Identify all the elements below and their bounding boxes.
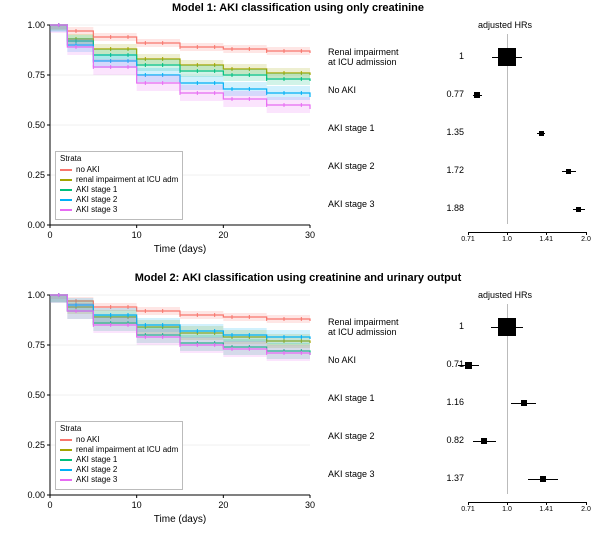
forest-hr-value: 1: [436, 51, 464, 61]
legend-label: AKI stage 3: [76, 205, 117, 214]
forest-x-tick: 2.0: [581, 236, 591, 243]
legend-item: AKI stage 3: [60, 205, 178, 214]
km-legend: Stratano AKIrenal impairment at ICU admA…: [55, 151, 183, 220]
forest-x-axis: [468, 502, 586, 503]
forest-square: [576, 207, 581, 212]
legend-label: renal impairment at ICU adm: [76, 445, 178, 454]
legend-swatch: [60, 169, 72, 171]
forest-x-tick: 2.0: [581, 506, 591, 513]
svg-text:20: 20: [218, 500, 228, 510]
svg-text:20: 20: [218, 230, 228, 240]
forest-row-label: Renal impairmentat ICU admission: [328, 317, 433, 337]
forest-row-label: AKI stage 3: [328, 199, 433, 209]
panel-1: Model 1: AKI classification using only c…: [0, 0, 596, 270]
legend-label: AKI stage 2: [76, 465, 117, 474]
forest-title: adjusted HRs: [478, 290, 532, 300]
forest-x-tick: 1.41: [539, 506, 553, 513]
svg-text:0.25: 0.25: [27, 440, 45, 450]
svg-text:30: 30: [305, 500, 315, 510]
forest-row-label: AKI stage 2: [328, 161, 433, 171]
forest-x-tick: 1.41: [539, 236, 553, 243]
legend-label: AKI stage 2: [76, 195, 117, 204]
forest-hr-value: 1.35: [436, 127, 464, 137]
forest-square: [566, 169, 571, 174]
legend-item: AKI stage 1: [60, 455, 178, 464]
svg-text:Time (days): Time (days): [154, 514, 206, 525]
legend-item: renal impairment at ICU adm: [60, 175, 178, 184]
legend-swatch: [60, 199, 72, 201]
forest-square: [521, 400, 527, 406]
forest-square: [481, 438, 487, 444]
forest-title: adjusted HRs: [478, 20, 532, 30]
legend-label: no AKI: [76, 165, 100, 174]
svg-text:0.75: 0.75: [27, 70, 45, 80]
svg-text:0: 0: [47, 230, 52, 240]
svg-text:0.25: 0.25: [27, 170, 45, 180]
forest-row-label: Renal impairmentat ICU admission: [328, 47, 433, 67]
forest-row-label: AKI stage 3: [328, 469, 433, 479]
svg-text:1.00: 1.00: [27, 290, 45, 300]
legend-item: no AKI: [60, 435, 178, 444]
legend-item: AKI stage 2: [60, 195, 178, 204]
svg-text:0.75: 0.75: [27, 340, 45, 350]
legend-label: AKI stage 3: [76, 475, 117, 484]
legend-label: no AKI: [76, 435, 100, 444]
legend-swatch: [60, 189, 72, 191]
svg-text:0.00: 0.00: [27, 490, 45, 500]
forest-square: [539, 131, 544, 136]
legend-swatch: [60, 209, 72, 211]
forest-row-label: No AKI: [328, 85, 433, 95]
forest-hr-value: 0.82: [436, 435, 464, 445]
legend-label: renal impairment at ICU adm: [76, 175, 178, 184]
forest-x-tick: 0.71: [461, 506, 475, 513]
forest-hr-value: 1.16: [436, 397, 464, 407]
forest-row-label: AKI stage 1: [328, 123, 433, 133]
legend-item: no AKI: [60, 165, 178, 174]
forest-square: [465, 362, 472, 369]
forest-square: [474, 92, 480, 98]
forest-x-axis: [468, 232, 586, 233]
svg-text:0.50: 0.50: [27, 120, 45, 130]
legend-label: AKI stage 1: [76, 185, 117, 194]
legend-swatch: [60, 479, 72, 481]
forest-hr-value: 1.72: [436, 165, 464, 175]
forest-row-label: AKI stage 2: [328, 431, 433, 441]
forest-hr-value: 0.77: [436, 89, 464, 99]
legend-label: AKI stage 1: [76, 455, 117, 464]
svg-text:0.00: 0.00: [27, 220, 45, 230]
legend-item: AKI stage 3: [60, 475, 178, 484]
legend-swatch: [60, 469, 72, 471]
forest-row-label: No AKI: [328, 355, 433, 365]
legend-item: AKI stage 2: [60, 465, 178, 474]
forest-hr-value: 1: [436, 321, 464, 331]
legend-title: Strata: [60, 154, 178, 163]
legend-title: Strata: [60, 424, 178, 433]
legend-swatch: [60, 439, 72, 441]
forest-square: [540, 476, 546, 482]
legend-swatch: [60, 449, 72, 451]
legend-swatch: [60, 179, 72, 181]
forest-x-tick: 0.71: [461, 236, 475, 243]
panel-2: Model 2: AKI classification using creati…: [0, 270, 596, 558]
legend-item: renal impairment at ICU adm: [60, 445, 178, 454]
forest-row-label: AKI stage 1: [328, 393, 433, 403]
svg-text:0.50: 0.50: [27, 390, 45, 400]
forest-x-tick: 1.0: [502, 506, 512, 513]
legend-item: AKI stage 1: [60, 185, 178, 194]
legend-swatch: [60, 459, 72, 461]
svg-text:30: 30: [305, 230, 315, 240]
km-plot: 0.00 0.25 0.50 0.75 1.00 0 10 20 30 Time (days): [0, 0, 320, 260]
forest-square: [498, 318, 516, 336]
forest-hr-value: 1.37: [436, 473, 464, 483]
forest-x-tick: 1.0: [502, 236, 512, 243]
km-legend: Stratano AKIrenal impairment at ICU admA…: [55, 421, 183, 490]
svg-text:1.00: 1.00: [27, 20, 45, 30]
svg-text:Time (days): Time (days): [154, 244, 206, 255]
forest-hr-value: 1.88: [436, 203, 464, 213]
svg-text:10: 10: [132, 230, 142, 240]
forest-square: [498, 48, 516, 66]
svg-text:0: 0: [47, 500, 52, 510]
km-plot: 0.00 0.25 0.50 0.75 1.00 0 10 20 30 Time (days): [0, 270, 320, 530]
svg-text:10: 10: [132, 500, 142, 510]
